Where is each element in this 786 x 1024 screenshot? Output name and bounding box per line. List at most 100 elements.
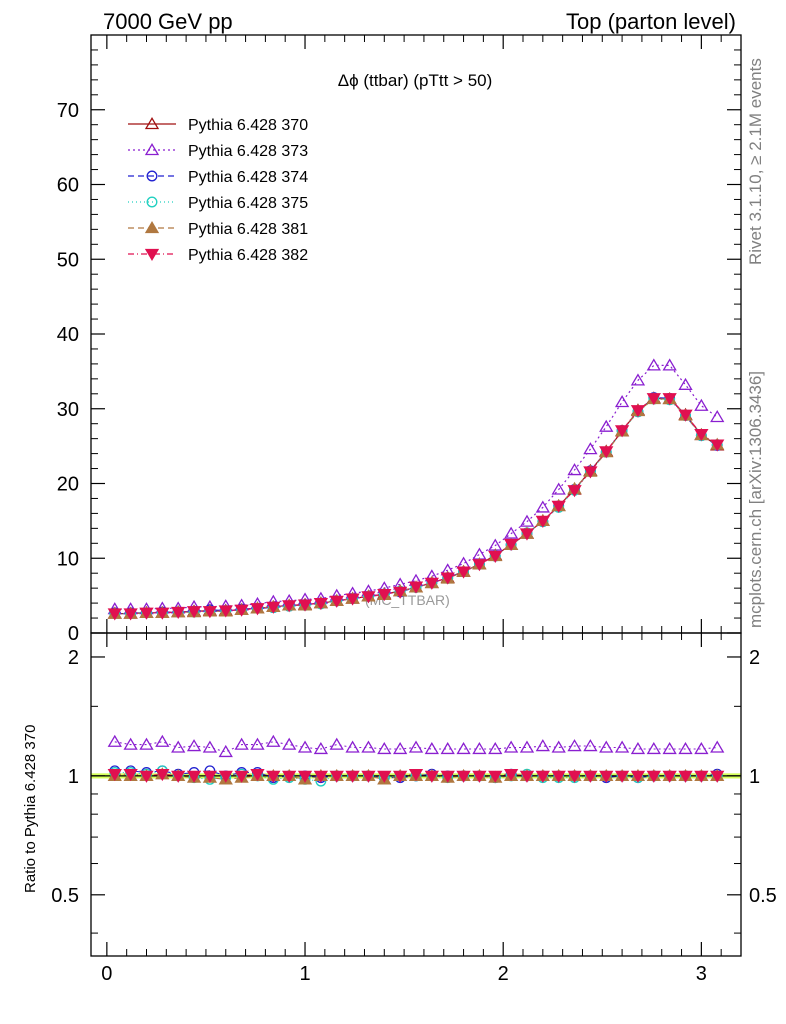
data-point-pythia-6-428-382 bbox=[266, 601, 281, 614]
ratio-point-pythia-6-428-373 bbox=[694, 741, 709, 755]
main-series-markers bbox=[107, 358, 725, 621]
data-point-pythia-6-428-373 bbox=[583, 442, 598, 455]
data-point-pythia-6-428-373 bbox=[662, 358, 677, 371]
rivet-version-label: Rivet 3.1.10, ≥ 2.1M events bbox=[746, 58, 765, 265]
data-point-pythia-6-428-382 bbox=[614, 425, 630, 438]
x-tick-label: 0 bbox=[101, 963, 112, 985]
data-point-pythia-6-428-382 bbox=[503, 538, 519, 552]
ratio-point-pythia-6-428-373 bbox=[662, 741, 677, 755]
ratio-point-pythia-6-428-382 bbox=[599, 770, 614, 783]
legend-marker-pythia-6-428-374 bbox=[146, 170, 158, 182]
ratio-point-pythia-6-428-382 bbox=[408, 769, 424, 782]
ratio-point-pythia-6-428-382 bbox=[171, 770, 186, 783]
main-y-tick-label: 10 bbox=[57, 548, 79, 570]
legend-marker-pythia-6-428-375 bbox=[146, 196, 158, 208]
data-point-pythia-6-428-382 bbox=[630, 405, 646, 418]
main-y-tick-label: 30 bbox=[57, 399, 79, 421]
data-point-pythia-6-428-382 bbox=[186, 606, 202, 619]
data-point-pythia-6-428-382 bbox=[424, 577, 439, 590]
ratio-point-pythia-6-428-373 bbox=[377, 741, 392, 755]
ratio-point-pythia-6-428-382 bbox=[710, 770, 725, 783]
data-point-pythia-6-428-382 bbox=[329, 595, 344, 608]
x-tick-label: 3 bbox=[696, 963, 707, 985]
ratio-point-pythia-6-428-382 bbox=[614, 770, 630, 783]
ratio-point-pythia-6-428-382 bbox=[377, 770, 392, 783]
ratio-y-tick-label-left: 2 bbox=[68, 647, 79, 669]
data-point-pythia-6-428-382 bbox=[662, 393, 677, 406]
ratio-point-pythia-6-428-373 bbox=[186, 739, 202, 752]
ratio-point-pythia-6-428-373 bbox=[424, 741, 439, 755]
ratio-y-tick-label-right: 1 bbox=[749, 766, 760, 788]
ratio-point-pythia-6-428-373 bbox=[393, 741, 408, 755]
ratio-point-pythia-6-428-373 bbox=[313, 741, 329, 755]
data-point-pythia-6-428-382 bbox=[408, 581, 424, 594]
ratio-point-pythia-6-428-373 bbox=[218, 744, 233, 758]
ratio-point-pythia-6-428-373 bbox=[171, 740, 186, 753]
data-point-pythia-6-428-382 bbox=[551, 500, 566, 513]
data-point-pythia-6-428-382 bbox=[297, 599, 313, 612]
legend-label-pythia-6-428-373: Pythia 6.428 373 bbox=[188, 143, 308, 160]
data-point-pythia-6-428-382 bbox=[345, 593, 360, 606]
ratio-point-pythia-6-428-382 bbox=[250, 769, 265, 782]
data-point-pythia-6-428-382 bbox=[393, 586, 408, 599]
ratio-point-pythia-6-428-373 bbox=[503, 740, 519, 753]
ratio-point-pythia-6-428-382 bbox=[630, 770, 646, 783]
data-point-pythia-6-428-382 bbox=[171, 606, 186, 620]
data-point-pythia-6-428-373 bbox=[614, 395, 630, 408]
main-y-tick-label: 70 bbox=[57, 100, 79, 122]
ratio-point-pythia-6-428-382 bbox=[123, 769, 138, 782]
ratio-point-pythia-6-428-373 bbox=[329, 737, 344, 750]
data-point-pythia-6-428-382 bbox=[282, 600, 297, 613]
data-point-pythia-6-428-382 bbox=[488, 550, 503, 563]
ratio-point-pythia-6-428-382 bbox=[139, 770, 154, 783]
ratio-point-pythia-6-428-382 bbox=[662, 770, 677, 783]
ratio-point-pythia-6-428-382 bbox=[567, 770, 582, 783]
plot-title: Δϕ (ttbar) (pTtt > 50) bbox=[338, 71, 493, 90]
data-point-pythia-6-428-373 bbox=[630, 373, 646, 386]
data-point-pythia-6-428-382 bbox=[567, 485, 582, 498]
ratio-point-pythia-6-428-382 bbox=[583, 770, 598, 783]
data-point-pythia-6-428-373 bbox=[567, 463, 582, 476]
ratio-point-pythia-6-428-373 bbox=[155, 734, 170, 747]
legend: Pythia 6.428 370 Pythia 6.428 373 Pythia 6… bbox=[128, 117, 308, 264]
mcplots-label: mcplots.cern.ch [arXiv:1306.3436] bbox=[746, 371, 765, 628]
ratio-point-pythia-6-428-373 bbox=[551, 740, 566, 753]
ratio-point-pythia-6-428-373 bbox=[535, 739, 550, 752]
ratio-point-pythia-6-428-382 bbox=[107, 769, 122, 782]
data-point-pythia-6-428-373 bbox=[599, 419, 614, 432]
ratio-point-pythia-6-428-382 bbox=[393, 770, 408, 783]
ratio-point-pythia-6-428-373 bbox=[202, 740, 218, 753]
ratio-point-pythia-6-428-373 bbox=[472, 741, 487, 755]
data-point-pythia-6-428-382 bbox=[694, 429, 709, 442]
ratio-point-pythia-6-428-382 bbox=[694, 770, 709, 783]
main-y-tick-label: 0 bbox=[68, 623, 79, 645]
series-line-pythia-6-428-373 bbox=[114, 364, 718, 610]
legend-label-pythia-6-428-370: Pythia 6.428 370 bbox=[188, 117, 308, 134]
data-point-pythia-6-428-382 bbox=[155, 607, 170, 620]
ratio-y-tick-label-left: 1 bbox=[68, 766, 79, 788]
data-point-pythia-6-428-373 bbox=[646, 358, 661, 371]
ratio-point-pythia-6-428-382 bbox=[503, 769, 519, 782]
ratio-point-pythia-6-428-373 bbox=[139, 737, 154, 750]
data-point-pythia-6-428-382 bbox=[678, 409, 693, 422]
ratio-point-pythia-6-428-382 bbox=[282, 770, 297, 783]
data-point-pythia-6-428-382 bbox=[519, 528, 535, 541]
data-point-pythia-6-428-382 bbox=[440, 572, 455, 585]
ratio-point-pythia-6-428-373 bbox=[614, 740, 630, 753]
ratio-point-pythia-6-428-382 bbox=[646, 770, 661, 783]
ratio-point-pythia-6-428-373 bbox=[678, 741, 693, 755]
legend-label-pythia-6-428-382: Pythia 6.428 382 bbox=[188, 247, 308, 264]
ratio-axes: 0.5 0.5 1 1 2 2 0 1 2 3 bbox=[51, 633, 777, 985]
data-point-pythia-6-428-382 bbox=[472, 559, 487, 572]
data-point-pythia-6-428-382 bbox=[107, 608, 122, 621]
legend-marker-pythia-6-428-373 bbox=[144, 143, 160, 156]
ratio-point-pythia-6-428-382 bbox=[361, 770, 376, 783]
ratio-point-pythia-6-428-382 bbox=[329, 770, 344, 783]
legend-label-pythia-6-428-374: Pythia 6.428 374 bbox=[188, 169, 308, 186]
legend-marker-pythia-6-428-370 bbox=[144, 117, 160, 130]
ratio-point-pythia-6-428-382 bbox=[440, 770, 455, 783]
ratio-point-pythia-6-428-382 bbox=[519, 770, 535, 783]
ratio-plot-frame bbox=[90, 632, 742, 957]
ratio-point-pythia-6-428-373 bbox=[567, 739, 582, 752]
ratio-point-pythia-6-428-382 bbox=[234, 770, 249, 783]
